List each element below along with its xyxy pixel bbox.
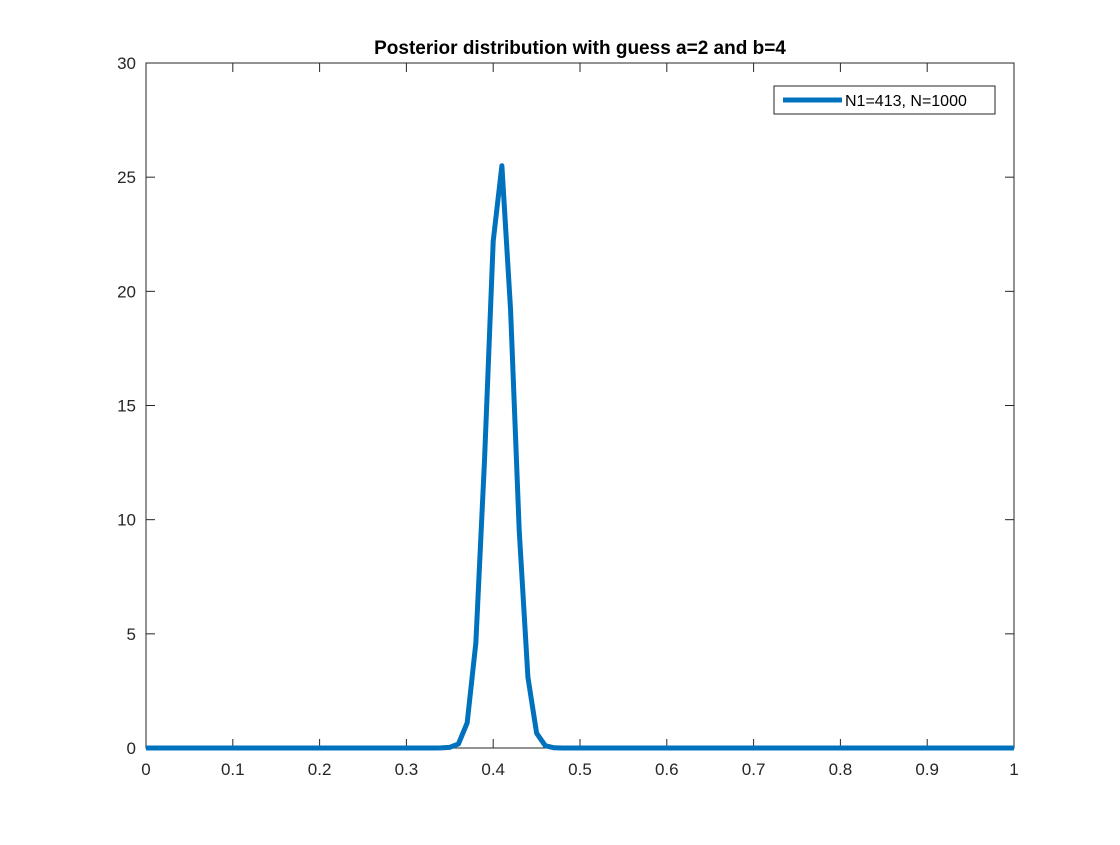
y-tick-label: 10: [117, 511, 136, 530]
y-tick-label: 15: [117, 397, 136, 416]
y-tick-label: 20: [117, 282, 136, 301]
x-tick-label: 0.9: [915, 760, 939, 779]
x-tick-label: 1: [1009, 760, 1018, 779]
x-tick-label: 0.7: [742, 760, 766, 779]
x-tick-label: 0.5: [568, 760, 592, 779]
x-tick-label: 0.3: [395, 760, 419, 779]
x-tick-label: 0: [141, 760, 150, 779]
y-tick-label: 5: [127, 625, 136, 644]
x-tick-label: 0.2: [308, 760, 332, 779]
plot-area: 0 0.1 0.2 0.3 0.4 0.5 0.6 0.7 0.8 0.9 105101520253…: [117, 54, 1019, 779]
series-line: [146, 163, 1014, 751]
x-tick-label: 0.1: [221, 760, 245, 779]
y-tick-label: 30: [117, 54, 136, 73]
y-tick-label: 25: [117, 168, 136, 187]
chart-title: Posterior distribution with guess a=2 an…: [374, 38, 786, 59]
legend-label: N1=413, N=1000: [845, 93, 967, 110]
axes-box: [145, 62, 1015, 749]
x-tick-label: 0.8: [829, 760, 853, 779]
x-tick-label: 0.4: [481, 760, 505, 779]
x-tick-label: 0.6: [655, 760, 679, 779]
y-tick-label: 0: [127, 739, 136, 758]
